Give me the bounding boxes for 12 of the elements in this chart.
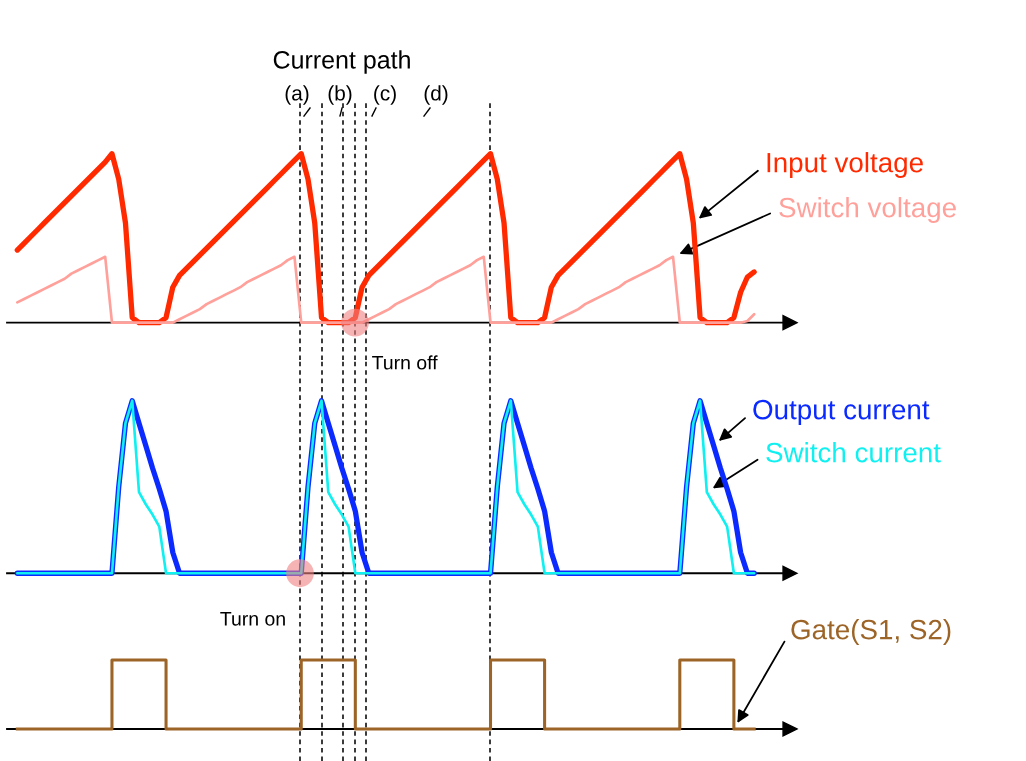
text: (a) (285, 85, 309, 105)
text: Turn on (220, 612, 285, 626)
text: (c) (374, 85, 396, 105)
text: Current path (273, 50, 410, 74)
text: Turn off (372, 355, 438, 370)
text: Gate(S1, S2) (791, 619, 951, 645)
text: Switch current (766, 442, 941, 463)
text: Switch voltage (779, 197, 956, 223)
text: (d) (424, 85, 448, 105)
series-label: Output current (753, 399, 930, 425)
text: (b) (328, 85, 352, 105)
text: Input voltage (767, 152, 923, 178)
